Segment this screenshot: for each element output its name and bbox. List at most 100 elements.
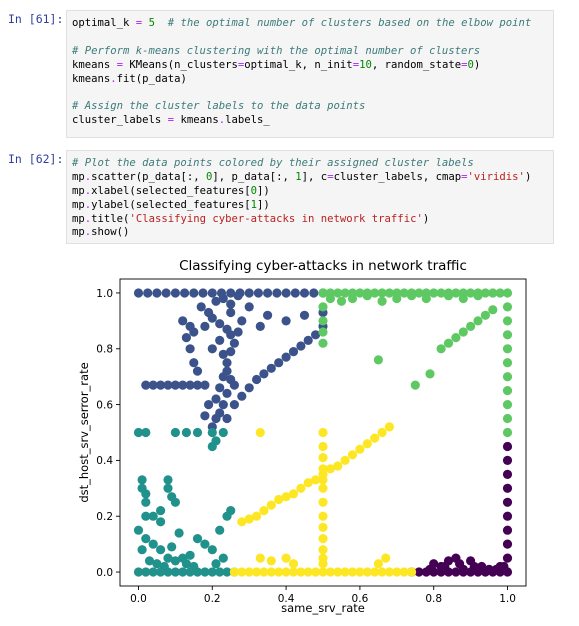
- data-point-cluster-1: [185, 344, 195, 354]
- data-point-cluster-4: [373, 559, 383, 569]
- data-point-cluster-1: [222, 413, 232, 424]
- code-token: mp: [72, 226, 85, 239]
- data-point-cluster-3: [502, 427, 513, 438]
- data-point-cluster-1: [143, 288, 153, 298]
- data-point-cluster-0: [451, 553, 461, 563]
- code-line: # Perform k-means clustering with the op…: [72, 45, 553, 59]
- data-point-cluster-1: [218, 372, 228, 382]
- data-point-cluster-1: [200, 380, 210, 390]
- code-token: 5: [148, 17, 155, 29]
- code-line: optimal_k = 5 # the optimal number of cl…: [72, 17, 553, 31]
- code-line: [72, 31, 553, 45]
- x-tick-label: 0.8: [425, 593, 442, 605]
- code-token: [155, 17, 168, 29]
- data-point-cluster-3: [502, 302, 513, 312]
- data-point-cluster-2: [163, 475, 173, 485]
- data-point-cluster-1: [218, 293, 228, 304]
- data-point-cluster-4: [370, 567, 380, 577]
- data-point-cluster-1: [192, 380, 203, 390]
- code-token: ]): [257, 184, 270, 197]
- data-point-cluster-1: [233, 291, 243, 301]
- code-editor[interactable]: optimal_k = 5 # the optimal number of cl…: [66, 10, 554, 138]
- code-token: # Plot the data points colored by their …: [72, 157, 474, 169]
- code-editor[interactable]: # Plot the data points colored by their …: [66, 150, 554, 244]
- data-point-cluster-3: [325, 293, 335, 304]
- x-tick-label: 0.2: [204, 593, 221, 605]
- data-point-cluster-3: [436, 288, 446, 298]
- code-token: 10: [359, 58, 372, 71]
- data-point-cluster-1: [244, 288, 254, 298]
- data-point-cluster-2: [148, 539, 158, 549]
- data-point-cluster-0: [502, 553, 513, 563]
- y-tick-label: 0.4: [96, 455, 113, 467]
- data-point-cluster-2: [156, 517, 166, 527]
- code-token: 'Classifying cyber-attacks in network tr…: [129, 212, 423, 225]
- data-point-cluster-1: [211, 413, 221, 424]
- data-point-cluster-3: [370, 288, 380, 298]
- data-point-cluster-2: [170, 567, 180, 577]
- code-token: .: [110, 72, 117, 85]
- data-point-cluster-2: [163, 483, 173, 493]
- data-point-cluster-3: [451, 288, 461, 298]
- data-point-cluster-4: [266, 500, 276, 510]
- data-point-cluster-3: [488, 288, 498, 298]
- scatter-points: [133, 288, 513, 577]
- data-point-cluster-4: [266, 567, 276, 577]
- data-point-cluster-4: [266, 556, 276, 566]
- data-point-cluster-2: [211, 436, 221, 446]
- x-tick-label: 1.0: [499, 593, 516, 605]
- data-point-cluster-1: [148, 380, 158, 390]
- data-point-cluster-4: [318, 522, 328, 532]
- data-point-cluster-3: [502, 358, 513, 368]
- code-token: ], p_data[:,: [212, 170, 296, 183]
- code-token: show(): [91, 226, 130, 239]
- data-point-cluster-1: [192, 366, 203, 376]
- code-token: cluster_labels: [72, 114, 168, 127]
- data-point-cluster-1: [229, 338, 239, 348]
- data-point-cluster-1: [215, 319, 225, 329]
- data-point-cluster-4: [288, 567, 299, 577]
- data-point-cluster-3: [318, 327, 328, 337]
- data-point-cluster-3: [502, 330, 513, 340]
- code-token: 1: [250, 198, 257, 211]
- data-point-cluster-3: [451, 333, 461, 343]
- data-point-cluster-4: [311, 475, 321, 485]
- code-token: =: [237, 58, 245, 71]
- data-point-cluster-4: [347, 567, 358, 577]
- data-point-cluster-4: [244, 514, 254, 524]
- data-point-cluster-4: [318, 453, 328, 463]
- code-token: ]): [257, 198, 270, 211]
- data-point-cluster-0: [499, 561, 509, 572]
- data-point-cluster-1: [222, 358, 232, 368]
- data-point-cluster-2: [133, 427, 144, 438]
- data-point-cluster-4: [281, 553, 291, 563]
- notebook-cell-61: In [61]: optimal_k = 5 # the optimal num…: [0, 6, 579, 138]
- data-point-cluster-3: [458, 327, 468, 337]
- code-token: 0: [250, 184, 257, 197]
- code-token: xlabel(selected_features[: [91, 184, 251, 197]
- data-point-cluster-1: [200, 411, 210, 421]
- x-axis-ticks: 0.0 0.2 0.4 0.6 0.8 1.0: [130, 586, 516, 605]
- data-point-cluster-1: [226, 299, 236, 309]
- data-point-cluster-2: [200, 567, 210, 577]
- data-point-cluster-1: [185, 380, 195, 390]
- data-point-cluster-3: [480, 310, 490, 320]
- data-point-cluster-1: [207, 344, 217, 354]
- code-line: # Plot the data points colored by their …: [72, 157, 553, 171]
- data-point-cluster-2: [141, 427, 151, 438]
- code-token: .: [84, 212, 92, 225]
- code-token: optimal_k: [72, 17, 136, 29]
- data-point-cluster-4: [340, 567, 350, 577]
- data-point-cluster-3: [502, 316, 513, 326]
- data-point-cluster-3: [410, 380, 420, 390]
- code-line: mp.title('Classifying cyber-attacks in n…: [72, 213, 553, 227]
- code-token: # the optimal number of clusters based o…: [167, 17, 532, 29]
- code-token: , random_state: [371, 58, 462, 71]
- data-point-cluster-3: [421, 293, 431, 304]
- data-point-cluster-3: [399, 288, 409, 298]
- data-point-cluster-2: [222, 567, 232, 577]
- data-point-cluster-4: [259, 506, 269, 516]
- data-point-cluster-3: [466, 321, 476, 331]
- data-point-cluster-1: [263, 310, 273, 320]
- data-point-cluster-1: [309, 288, 319, 298]
